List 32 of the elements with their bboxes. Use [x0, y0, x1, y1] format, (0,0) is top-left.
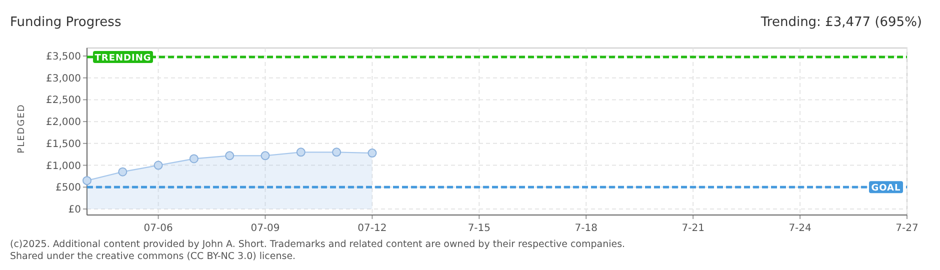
x-tick-label: 07-12 [358, 223, 387, 234]
y-tick-label: £1,500 [46, 138, 81, 150]
point [118, 167, 128, 176]
x-tick-label: 7-15 [468, 223, 491, 234]
y-tick-label: £1,000 [46, 160, 81, 172]
x-tick-label: 7-21 [682, 223, 704, 234]
point [225, 151, 234, 160]
x-tick-label: 07-09 [250, 223, 280, 234]
point [189, 154, 198, 164]
y-tick-label: £0 [68, 204, 81, 216]
point [368, 148, 377, 158]
point [154, 160, 163, 170]
ref-line-label: GOAL [871, 184, 901, 194]
x-tick-label: 7-27 [896, 223, 918, 234]
y-axis-title: PLEDGED [17, 104, 27, 154]
x-tick-label: 07-06 [144, 223, 173, 234]
y-tick-label: £2,000 [46, 117, 81, 128]
text: Shared under the creative commons (CC BY-NC 3.0) license. [10, 251, 296, 262]
x-tick-label: 7-24 [788, 223, 812, 234]
point [332, 148, 342, 157]
y-tick-label: £3,500 [46, 52, 81, 62]
chart-subtitle: Trending: £3,477 (695%) [760, 15, 922, 30]
y-tick-label: £3,000 [46, 73, 81, 84]
point [260, 151, 270, 160]
chart-title: Funding Progress [10, 15, 122, 30]
ref-line-label: TRENDING [94, 54, 152, 64]
text: (c)2025. Additional content provided by John A. Short. Trademarks and related content are owned by their respective companies. [10, 239, 626, 250]
y-tick-label: £2,500 [46, 95, 81, 106]
point [82, 176, 92, 186]
point [296, 148, 306, 157]
x-tick-label: 7-18 [574, 223, 598, 234]
y-tick-label: £500 [56, 182, 81, 194]
